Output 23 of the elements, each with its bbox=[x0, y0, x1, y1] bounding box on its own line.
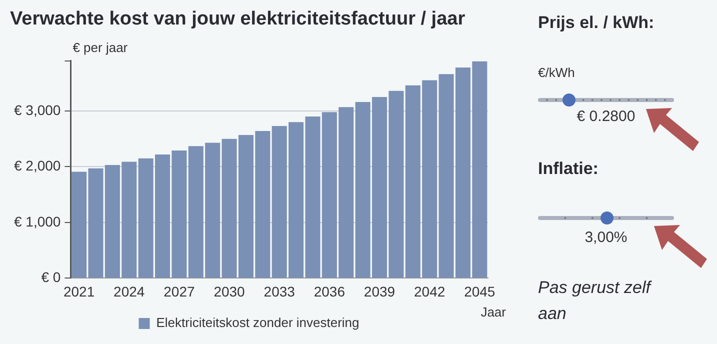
y-tick-label: € 2,000 bbox=[14, 158, 61, 174]
x-tick-label: 2024 bbox=[114, 283, 145, 300]
x-tick-label: 2039 bbox=[364, 283, 396, 300]
y-tick-label: € 0 bbox=[41, 269, 61, 286]
x-tick-label: 2033 bbox=[264, 283, 296, 300]
text: €/kWh bbox=[538, 65, 575, 80]
chart-title: Verwachte kost van jouw elektriciteitsfactuur / jaar bbox=[10, 8, 466, 30]
x-tick-label: 2045 bbox=[464, 283, 496, 300]
x-tick-label: 2021 bbox=[63, 283, 95, 300]
y-tick-label: € 3,000 bbox=[14, 102, 61, 118]
x-axis-title: Jaar bbox=[480, 304, 507, 320]
text: Pas gerust zelf aan bbox=[538, 277, 653, 325]
text: € 0.2800 bbox=[576, 108, 636, 125]
y-axis-title: € per jaar bbox=[72, 40, 128, 55]
x-tick-label: 2036 bbox=[314, 283, 346, 300]
legend-label: Elektriciteitskost zonder investering bbox=[156, 315, 360, 330]
x-tick-label: 2042 bbox=[414, 283, 446, 300]
text: 3,00% bbox=[584, 229, 628, 246]
text: Prijs el. / kWh: bbox=[538, 13, 654, 33]
y-tick-label: € 1,000 bbox=[14, 213, 61, 230]
x-tick-label: 2030 bbox=[214, 283, 246, 300]
text: Inflatie: bbox=[538, 159, 598, 179]
x-tick-label: 2027 bbox=[164, 283, 195, 300]
